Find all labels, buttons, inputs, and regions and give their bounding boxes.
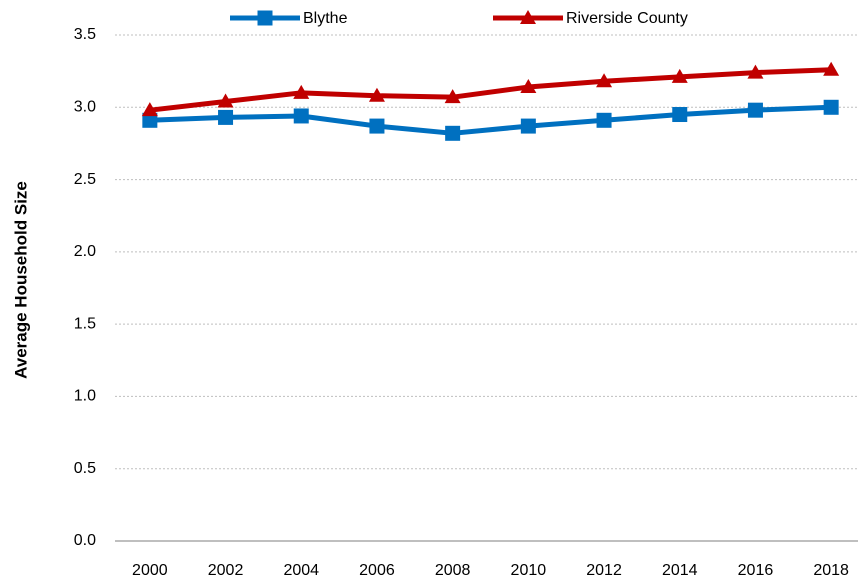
x-tick-label: 2014 xyxy=(662,562,698,579)
point-marker xyxy=(747,64,764,79)
y-axis-label: Average Household Size xyxy=(11,181,30,379)
x-tick-label: 2018 xyxy=(813,562,849,579)
point-marker xyxy=(445,125,461,141)
y-tick-label: 1.5 xyxy=(74,315,96,332)
legend-marker xyxy=(257,10,273,26)
x-tick-label: 2006 xyxy=(359,562,395,579)
series-line xyxy=(149,67,832,113)
point-marker xyxy=(520,118,536,134)
x-tick-label: 2016 xyxy=(738,562,774,579)
x-tick-label: 2008 xyxy=(435,562,471,579)
point-marker xyxy=(747,102,763,118)
point-marker xyxy=(596,112,612,128)
series-line xyxy=(149,104,832,136)
legend-marker xyxy=(520,10,536,24)
y-tick-label: 2.0 xyxy=(74,243,96,260)
legend-label: Riverside County xyxy=(566,10,688,27)
point-marker xyxy=(141,102,158,117)
point-marker xyxy=(368,87,385,102)
x-tick-label: 2012 xyxy=(586,562,622,579)
point-marker xyxy=(671,68,688,83)
point-marker xyxy=(293,108,309,124)
x-tick-label: 2000 xyxy=(132,562,168,579)
x-tick-label: 2002 xyxy=(208,562,244,579)
point-marker xyxy=(217,93,234,108)
point-marker xyxy=(823,99,839,115)
point-marker xyxy=(672,107,688,123)
point-marker xyxy=(823,61,840,76)
point-marker xyxy=(218,109,234,125)
point-marker xyxy=(142,112,158,128)
y-tick-label: 1.0 xyxy=(74,388,96,405)
point-marker xyxy=(444,89,461,104)
y-tick-label: 2.5 xyxy=(74,171,96,188)
legend-label: Blythe xyxy=(303,10,348,27)
x-tick-label: 2010 xyxy=(511,562,547,579)
y-tick-label: 3.0 xyxy=(74,99,96,116)
point-marker xyxy=(520,79,537,94)
x-tick-label: 2004 xyxy=(283,562,319,579)
point-marker xyxy=(293,84,310,99)
y-tick-label: 3.5 xyxy=(74,26,96,43)
y-tick-label: 0.5 xyxy=(74,460,96,477)
y-tick-label: 0.0 xyxy=(74,532,96,549)
point-marker xyxy=(596,73,613,88)
point-marker xyxy=(369,118,385,134)
